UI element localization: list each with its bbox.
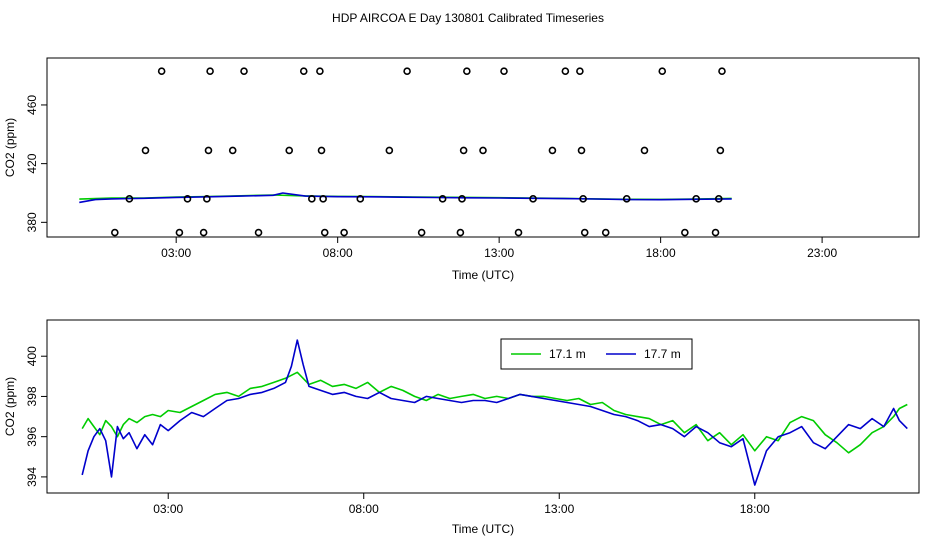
data-point (141, 146, 150, 155)
y-tick-label: 398 (25, 386, 39, 406)
data-point (206, 67, 214, 76)
data-point (622, 195, 631, 203)
y-axis-label: CO2 (ppm) (3, 118, 17, 177)
data-point (718, 67, 726, 76)
y-tick-label: 400 (25, 346, 39, 366)
series-line-17.1-m (81, 371, 908, 454)
data-point (320, 228, 329, 237)
legend-label: 17.7 m (644, 347, 681, 361)
data-point (438, 195, 447, 203)
plot-frame (46, 319, 920, 494)
x-axis-label: Time (UTC) (452, 268, 514, 282)
data-point (157, 67, 166, 76)
x-tick-label: 18:00 (740, 502, 770, 516)
data-point (711, 228, 720, 237)
data-point (529, 195, 537, 203)
x-tick-label: 18:00 (646, 246, 676, 260)
data-point (299, 67, 308, 76)
data-point (716, 146, 725, 155)
data-point (580, 228, 589, 237)
data-point (240, 67, 248, 76)
x-tick-label: 03:00 (161, 246, 191, 260)
series-line-17.7-m (81, 339, 908, 486)
y-tick-label: 380 (25, 212, 39, 232)
x-tick-label: 13:00 (544, 502, 574, 516)
data-point (458, 195, 466, 203)
main-title: HDP AIRCOA E Day 130801 Calibrated Times… (332, 11, 604, 25)
data-point (356, 195, 365, 203)
data-point (640, 146, 649, 155)
data-point (403, 67, 411, 76)
data-point (183, 195, 192, 203)
data-point (308, 195, 316, 203)
data-point (692, 195, 700, 203)
data-point (254, 228, 263, 237)
data-point (576, 67, 584, 76)
data-point (456, 228, 465, 237)
data-point (577, 146, 586, 155)
data-point (175, 228, 184, 237)
data-point (204, 146, 213, 155)
data-point (681, 228, 689, 237)
top-panel: 03:00 08:00 13:00 18:00 23:00 380 420 460 Time (… (3, 57, 920, 282)
x-tick-label: 08:00 (323, 246, 353, 260)
data-point (601, 228, 610, 237)
x-tick-label: 13:00 (484, 246, 514, 260)
x-tick-label: 03:00 (153, 502, 183, 516)
x-axis-label: Time (UTC) (452, 522, 514, 536)
data-point (500, 67, 508, 76)
data-point (548, 146, 557, 155)
data-point (319, 195, 327, 203)
series-line-1 (79, 192, 732, 204)
data-point (317, 146, 326, 155)
data-point (125, 195, 134, 203)
x-tick-label: 23:00 (807, 246, 837, 260)
bottom-panel: 03:00 08:00 13:00 18:00 394 396 398 400 Time (UT… (3, 319, 920, 536)
data-point (385, 146, 394, 155)
data-point (658, 67, 667, 76)
data-point (459, 146, 468, 155)
y-tick-label: 460 (25, 95, 39, 115)
legend-label: 17.1 m (549, 347, 586, 361)
y-tick-label: 396 (25, 426, 39, 446)
data-point (514, 228, 523, 237)
data-point (463, 67, 471, 76)
data-point (199, 228, 208, 237)
data-point (316, 67, 324, 76)
data-point (479, 146, 487, 155)
y-tick-label: 420 (25, 153, 39, 173)
y-tick-label: 394 (25, 467, 39, 487)
data-point (111, 228, 119, 237)
data-point (561, 67, 570, 76)
y-axis-label: CO2 (ppm) (3, 377, 17, 436)
x-tick-label: 08:00 (349, 502, 379, 516)
data-point (417, 228, 426, 237)
data-point (714, 195, 723, 203)
data-point (285, 146, 294, 155)
data-point (579, 195, 587, 203)
data-point (340, 228, 348, 237)
data-point (203, 195, 211, 203)
plot-frame (46, 57, 920, 238)
data-point (228, 146, 237, 155)
